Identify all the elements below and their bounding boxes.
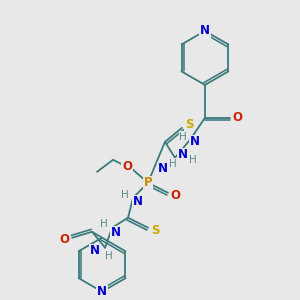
Text: N: N bbox=[178, 148, 188, 161]
Text: N: N bbox=[190, 135, 200, 148]
Text: O: O bbox=[122, 160, 132, 173]
Text: S: S bbox=[185, 118, 193, 131]
Text: H: H bbox=[100, 219, 108, 229]
Text: P: P bbox=[144, 176, 152, 189]
Text: H: H bbox=[121, 190, 129, 200]
Text: N: N bbox=[158, 162, 168, 175]
Text: O: O bbox=[59, 233, 69, 246]
Text: H: H bbox=[179, 132, 187, 142]
Text: S: S bbox=[151, 224, 159, 237]
Text: O: O bbox=[232, 111, 242, 124]
Text: N: N bbox=[97, 285, 107, 298]
Text: O: O bbox=[170, 189, 180, 202]
Text: N: N bbox=[111, 226, 121, 239]
Text: H: H bbox=[189, 155, 197, 165]
Text: H: H bbox=[169, 159, 177, 169]
Text: N: N bbox=[200, 25, 210, 38]
Text: N: N bbox=[133, 195, 143, 208]
Text: N: N bbox=[90, 244, 100, 257]
Text: H: H bbox=[105, 251, 113, 261]
